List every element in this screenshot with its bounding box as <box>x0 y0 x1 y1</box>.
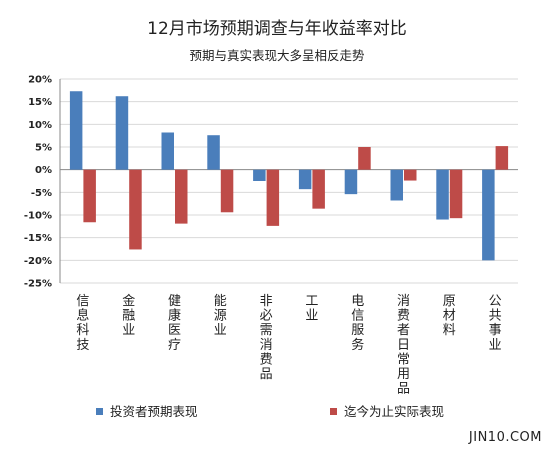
x-category-label: 消 <box>260 338 273 353</box>
x-category-label: 源 <box>214 309 227 324</box>
grid-lines <box>60 78 518 284</box>
x-category-label: 事 <box>489 323 502 338</box>
x-category-label: 业 <box>489 338 502 353</box>
x-category-label: 健 <box>168 294 181 309</box>
x-category-label: 品 <box>397 382 410 397</box>
x-category-label: 信 <box>351 309 364 324</box>
x-category-label: 业 <box>305 309 318 324</box>
legend-label: 投资者预期表现 <box>110 404 198 419</box>
x-category-label: 者 <box>397 323 410 338</box>
y-tick-label: 15% <box>28 97 52 108</box>
x-category-label: 工 <box>305 294 318 309</box>
y-tick-label: 5% <box>35 143 52 154</box>
bar-actual <box>404 169 417 181</box>
chart-title: 12月市场预期调查与年收益率对比 <box>147 19 407 39</box>
legend-swatch <box>96 408 103 415</box>
legend-swatch <box>330 408 337 415</box>
x-category-label: 电 <box>351 294 364 309</box>
bar-expected <box>161 132 174 170</box>
bar-expected <box>436 169 449 220</box>
x-category-label: 公 <box>489 294 502 309</box>
x-category-label: 能 <box>214 294 227 309</box>
x-category-label: 常 <box>397 352 410 367</box>
legend: 投资者预期表现 迄今为止实际表现 <box>96 404 444 419</box>
bar-expected <box>344 169 358 195</box>
x-category-label: 医 <box>168 323 181 338</box>
bar-actual <box>129 169 142 250</box>
bar-actual <box>266 169 280 226</box>
bar-expected <box>482 169 495 261</box>
y-tick-label: -25% <box>24 279 52 290</box>
x-category-label: 消 <box>397 294 410 309</box>
x-category-label: 金 <box>122 293 135 309</box>
x-category-label: 料 <box>443 323 456 338</box>
y-tick-label: 10% <box>28 120 52 131</box>
x-category-label: 材 <box>443 309 456 324</box>
x-category-label: 日 <box>397 338 410 353</box>
bar-actual <box>220 169 234 213</box>
y-tick-label: -5% <box>31 188 52 199</box>
x-category-label: 原 <box>443 294 456 309</box>
bar-expected <box>115 96 129 170</box>
x-category-label: 共 <box>489 309 502 324</box>
x-category-label: 用 <box>397 367 410 382</box>
x-category-label: 技 <box>76 338 89 353</box>
bar-expected <box>69 91 83 170</box>
y-tick-label: -15% <box>24 233 52 244</box>
x-category-label: 非 <box>260 294 273 309</box>
y-axis: 20% 15% 10% 5% 0% -5% -10% -15% -20% -25% <box>24 75 61 290</box>
x-category-label: 息 <box>76 308 89 324</box>
y-tick-label: 0% <box>35 165 52 176</box>
x-category-label: 信 <box>76 294 89 309</box>
bar-expected <box>207 135 220 170</box>
bar-actual <box>312 169 325 209</box>
chart-subtitle: 预期与真实表现大多呈相反走势 <box>189 48 365 63</box>
x-category-label: 业 <box>122 323 135 338</box>
y-tick-label: -10% <box>24 211 52 222</box>
x-category-label: 融 <box>122 309 135 324</box>
x-category-label: 业 <box>214 323 227 338</box>
x-category-label: 务 <box>351 337 364 353</box>
legend-label: 迄今为止实际表现 <box>344 404 444 419</box>
x-category-label: 服 <box>351 323 364 338</box>
x-category-label: 康 <box>168 308 181 324</box>
bar-actual <box>175 169 188 224</box>
x-category-label: 疗 <box>168 338 181 353</box>
bar-expected <box>390 169 403 201</box>
bar-expected <box>253 169 266 181</box>
bar-actual <box>449 169 463 219</box>
bar-expected <box>298 169 312 190</box>
x-category-label: 必 <box>260 309 273 324</box>
bar-actual <box>495 146 509 170</box>
bar-actual <box>83 169 96 223</box>
bar-actual <box>358 147 371 170</box>
bars <box>69 91 509 261</box>
x-category-label: 品 <box>260 367 273 382</box>
y-tick-label: -20% <box>24 256 52 267</box>
x-category-label: 科 <box>76 323 89 338</box>
y-tick-label: 20% <box>28 75 52 86</box>
watermark: JIN10.COM <box>468 430 542 445</box>
x-category-label: 费 <box>260 352 273 367</box>
x-category-label: 费 <box>397 309 410 324</box>
x-category-label: 需 <box>260 323 273 338</box>
